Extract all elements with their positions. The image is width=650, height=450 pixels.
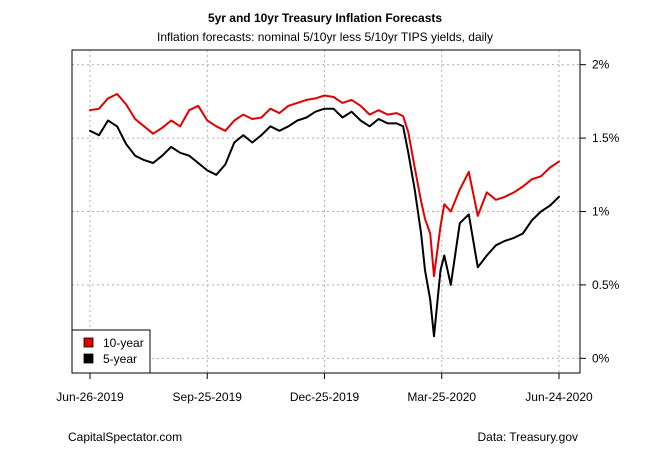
- series-lines: [89, 93, 560, 338]
- y-axis: 0% 0.5% 1% 1.5% 2%: [580, 58, 620, 365]
- legend-label-5-year: 5-year: [103, 352, 137, 366]
- legend: 10-year 5-year: [71, 329, 151, 374]
- y-tick-label: 0%: [592, 351, 610, 365]
- x-tick-label: Dec-25-2019: [290, 390, 360, 404]
- legend-swatch-10-year: [83, 337, 94, 348]
- chart-title: 5yr and 10yr Treasury Inflation Forecast…: [208, 11, 442, 25]
- chart-subtitle: Inflation forecasts: nominal 5/10yr less…: [157, 30, 493, 44]
- x-tick-label: Mar-25-2020: [407, 390, 476, 404]
- x-axis: Jun-26-2019 Sep-25-2019 Dec-25-2019 Mar-25-…: [56, 373, 593, 404]
- x-tick-label: Sep-25-2019: [173, 390, 243, 404]
- y-tick-label: 1.5%: [592, 131, 620, 145]
- legend-label-10-year: 10-year: [103, 336, 144, 350]
- series-line-10-year: [89, 93, 560, 278]
- legend-swatch-5-year: [83, 353, 94, 364]
- y-tick-label: 2%: [592, 58, 610, 72]
- x-tick-label: Jun-24-2020: [525, 390, 593, 404]
- grid: [72, 50, 580, 373]
- series-line-5-year: [89, 107, 560, 338]
- y-tick-label: 0.5%: [592, 278, 620, 292]
- x-tick-label: Jun-26-2019: [56, 390, 124, 404]
- footer-source-right: Data: Treasury.gov: [478, 430, 579, 444]
- y-tick-label: 1%: [592, 205, 610, 219]
- footer-source-left: CapitalSpectator.com: [68, 430, 182, 444]
- legend-box: [71, 329, 151, 374]
